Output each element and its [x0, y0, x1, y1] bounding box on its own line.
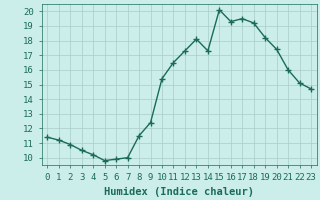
X-axis label: Humidex (Indice chaleur): Humidex (Indice chaleur) — [104, 187, 254, 197]
